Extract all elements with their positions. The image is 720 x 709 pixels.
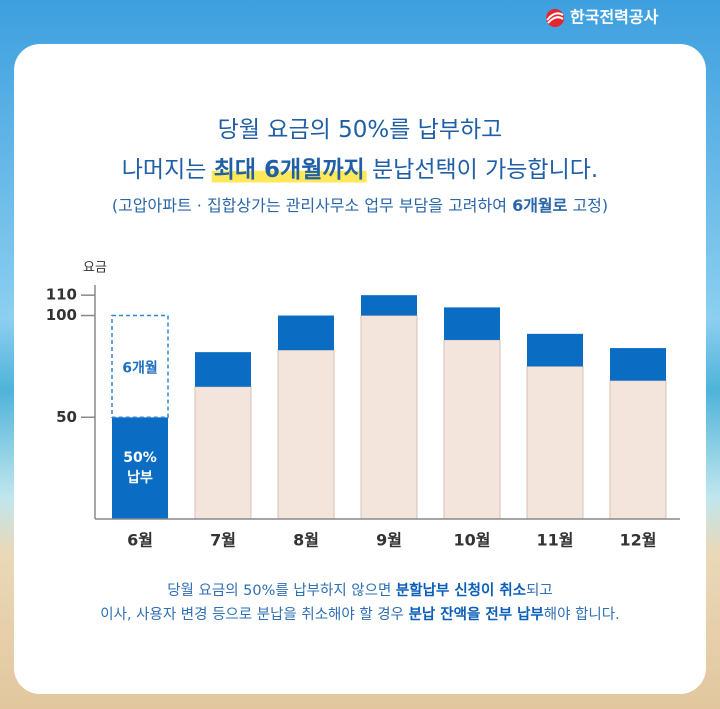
chart: 요금 50 100 110 6월 7월 8월 9월 10월 11월 12월 6개월 50% 납부 bbox=[46, 261, 680, 550]
y-tick-label: 110 bbox=[46, 286, 77, 304]
x-tick-label: 6월 bbox=[127, 531, 153, 550]
x-tick-label: 10월 bbox=[454, 531, 491, 550]
text: 되고 bbox=[526, 582, 553, 599]
bar-segment bbox=[278, 315, 334, 351]
y-axis-label: 요금 bbox=[83, 261, 107, 276]
x-tick-label: 7월 bbox=[210, 531, 236, 550]
y-tick-label: 50 bbox=[56, 408, 77, 426]
annotation: 납부 bbox=[127, 469, 153, 486]
bar-segment bbox=[195, 352, 251, 387]
bar-segment bbox=[610, 348, 666, 381]
text: 당월 요금의 50%를 납부하고 bbox=[218, 117, 503, 143]
annotation: 50% bbox=[123, 450, 157, 466]
card bbox=[14, 44, 706, 694]
bold-text: 6개월로 bbox=[512, 196, 568, 215]
bar-segment bbox=[444, 307, 500, 340]
text: 분납선택이 가능합니다. bbox=[365, 157, 599, 183]
bar-segment bbox=[526, 365, 584, 520]
bold-text: 분할납부 신청이 취소 bbox=[396, 581, 526, 599]
text: 당월 요금의 50%를 납부하지 않으면 bbox=[167, 582, 396, 599]
text: (고압아파트 · 집합상가는 관리사무소 업무 부담을 고려하여 bbox=[112, 196, 512, 215]
bar-segment bbox=[111, 314, 169, 419]
bar-segment bbox=[527, 333, 583, 367]
x-tick-label: 11월 bbox=[537, 531, 574, 550]
bar-segment bbox=[609, 380, 667, 520]
bar-segment bbox=[194, 386, 252, 520]
text-line: 당월 요금의 50%를 납부하지 않으면 분할납부 신청이 취소되고 bbox=[167, 581, 553, 599]
text-line: 이사, 사용자 변경 등으로 분납을 취소해야 할 경우 분납 잔액을 전부 납… bbox=[100, 605, 619, 623]
text-line: (고압아파트 · 집합상가는 관리사무소 업무 부담을 고려하여 6개월로 고정… bbox=[112, 196, 608, 215]
text: 해야 합니다. bbox=[544, 606, 620, 623]
bar-segment bbox=[360, 315, 418, 520]
bar-segment bbox=[361, 295, 417, 316]
annotation: 6개월 bbox=[122, 359, 158, 376]
x-tick-label: 9월 bbox=[376, 531, 402, 550]
bar-segment bbox=[277, 349, 335, 520]
bar-segment bbox=[443, 339, 501, 520]
logo: 한국전력공사 bbox=[546, 8, 659, 27]
bar-segment bbox=[112, 417, 168, 519]
x-tick-label: 8월 bbox=[293, 531, 319, 550]
text: 나머지는 bbox=[122, 157, 214, 183]
bold-text: 최대 6개월까지 bbox=[214, 157, 365, 183]
text: 이사, 사용자 변경 등으로 분납을 취소해야 할 경우 bbox=[100, 606, 408, 623]
y-tick-label: 100 bbox=[46, 306, 77, 324]
text: 고정) bbox=[567, 196, 608, 215]
highlight bbox=[211, 170, 367, 183]
logo-text: 한국전력공사 bbox=[570, 8, 659, 27]
text-line: 당월 요금의 50%를 납부하고 bbox=[218, 117, 503, 143]
bold-text: 분납 잔액을 전부 납부 bbox=[409, 605, 544, 623]
text-line: 나머지는 최대 6개월까지 분납선택이 가능합니다. bbox=[122, 157, 598, 183]
x-tick-label: 12월 bbox=[620, 531, 657, 550]
